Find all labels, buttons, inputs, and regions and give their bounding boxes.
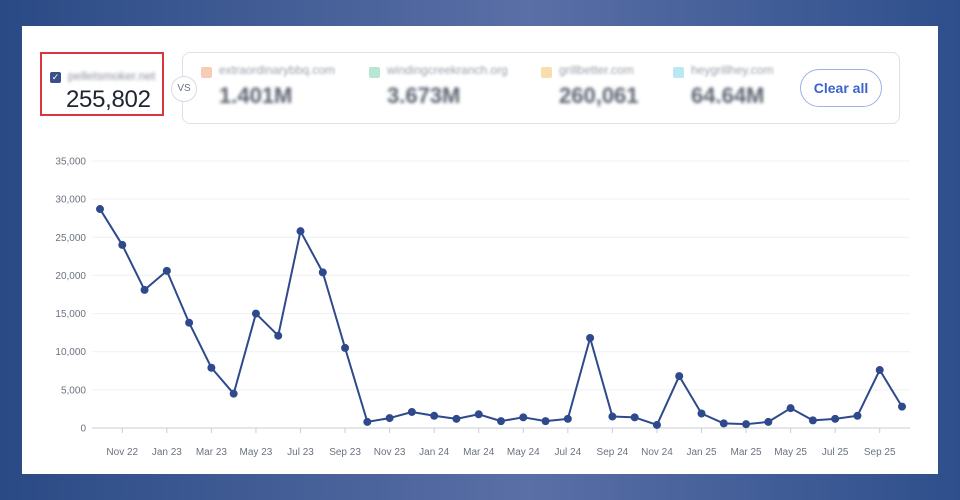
data-point (519, 413, 528, 422)
x-tick-label: Jan 25 (686, 447, 716, 458)
data-point (162, 266, 171, 275)
x-tick-label: Sep 23 (329, 447, 361, 458)
x-tick-label: Mar 24 (463, 447, 495, 458)
data-point (452, 414, 461, 423)
competitor-1-value: 1.401M (219, 83, 293, 108)
competitor-2-color-square (369, 67, 380, 78)
y-tick-label: 20,000 (55, 271, 86, 282)
data-point (474, 410, 483, 419)
data-point (764, 417, 773, 426)
data-point (853, 411, 862, 420)
data-point (118, 240, 127, 249)
data-point (140, 285, 149, 294)
data-point (497, 417, 505, 426)
data-point (808, 416, 817, 425)
y-tick-label: 30,000 (55, 195, 86, 206)
data-point (96, 205, 104, 214)
x-tick-label: Nov 24 (641, 447, 673, 458)
data-point (675, 372, 684, 381)
y-tick-label: 35,000 (55, 157, 86, 168)
data-point (831, 414, 840, 423)
data-point (875, 366, 884, 375)
competitor-2-domain: windingcreekranch.org (387, 63, 508, 77)
data-point (296, 227, 305, 236)
y-tick-label: 0 (80, 424, 86, 435)
x-tick-label: Mar 23 (196, 447, 228, 458)
checkbox-icon[interactable]: ✓ (50, 72, 61, 83)
traffic-card (22, 26, 938, 474)
competitor-panel: extraordinarybbq.com 1.401M windingcreek… (182, 52, 900, 124)
x-tick-label: May 23 (240, 447, 273, 458)
data-point (407, 407, 416, 416)
x-tick-label: Nov 23 (374, 447, 406, 458)
x-tick-label: Jul 23 (287, 447, 314, 458)
competitor-4-color-square (673, 67, 684, 78)
y-tick-label: 5,000 (61, 385, 86, 396)
x-tick-label: Sep 25 (864, 447, 896, 458)
data-point (318, 268, 327, 277)
data-point (563, 414, 572, 423)
data-point (608, 412, 617, 421)
competitor-3-domain: grillbetter.com (559, 63, 634, 77)
competitor-1-domain: extraordinarybbq.com (219, 63, 336, 77)
competitor-4-value: 64.64M (691, 83, 765, 108)
x-tick-label: Sep 24 (597, 447, 629, 458)
data-point (274, 331, 283, 340)
data-point (385, 414, 394, 423)
data-point (541, 417, 550, 426)
x-tick-label: Jan 24 (419, 447, 449, 458)
data-point (586, 333, 595, 342)
x-tick-label: May 24 (507, 447, 540, 458)
competitor-3-color-square (541, 67, 552, 78)
x-tick-label: Jan 23 (152, 447, 182, 458)
x-tick-label: Jul 24 (554, 447, 581, 458)
competitor-2-value: 3.673M (387, 83, 461, 108)
data-point (697, 409, 706, 418)
data-point (251, 309, 260, 318)
data-point (185, 318, 194, 327)
primary-domain-selector[interactable]: ✓ pelletsmoker.net 255,802 (40, 52, 164, 116)
clear-all-button[interactable]: Clear all (800, 69, 882, 107)
primary-traffic-value: 255,802 (66, 86, 151, 113)
y-tick-label: 25,000 (55, 233, 86, 244)
primary-domain-name: pelletsmoker.net (68, 69, 156, 83)
data-point (652, 420, 661, 429)
data-point (719, 419, 728, 428)
data-point (742, 420, 751, 429)
competitor-1-color-square (201, 67, 212, 78)
data-point (786, 404, 795, 413)
x-tick-label: Nov 22 (106, 447, 138, 458)
x-tick-label: Jul 25 (822, 447, 849, 458)
data-point (207, 363, 216, 372)
data-point (363, 417, 372, 426)
y-tick-label: 10,000 (55, 347, 86, 358)
data-point (341, 343, 350, 352)
y-tick-label: 15,000 (55, 309, 86, 320)
competitor-4-domain: heygrillhey.com (691, 63, 774, 77)
vs-badge: VS (171, 76, 197, 102)
x-tick-label: Mar 25 (730, 447, 762, 458)
data-point (898, 402, 906, 411)
series-line (99, 208, 903, 426)
competitor-3-value: 260,061 (559, 83, 639, 108)
data-point (630, 413, 639, 422)
x-tick-label: May 25 (774, 447, 807, 458)
data-point (430, 411, 439, 420)
data-point (229, 389, 238, 398)
